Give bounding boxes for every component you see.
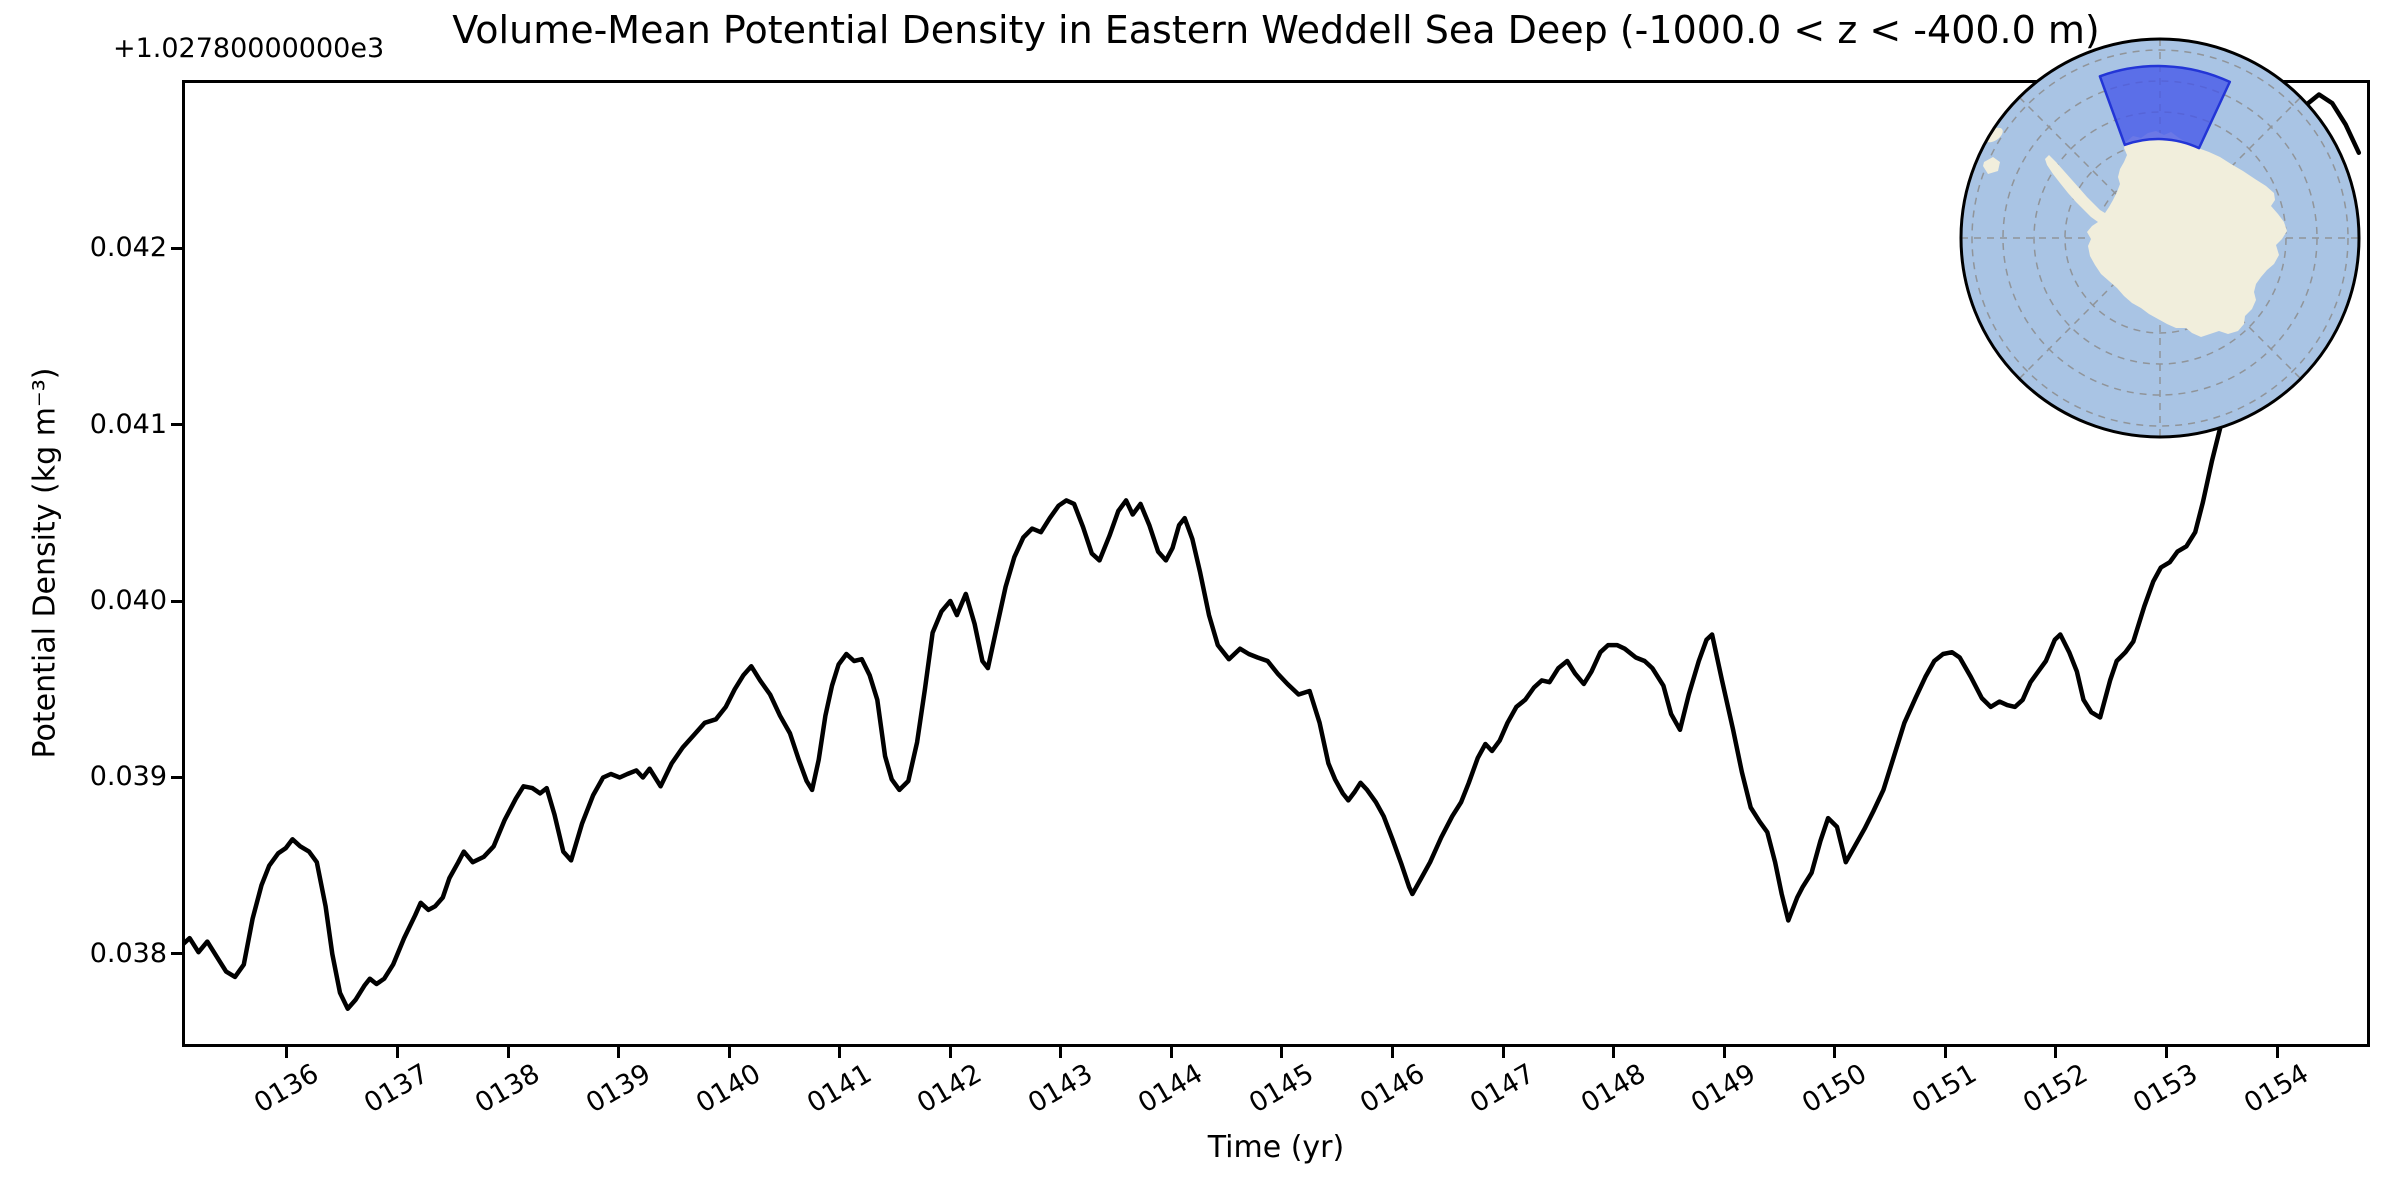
x-tick-mark — [1391, 1047, 1395, 1058]
antarctica-inset-map — [1959, 37, 2361, 439]
chart-title: Volume-Mean Potential Density in Eastern… — [452, 8, 2100, 52]
x-tick-mark — [395, 1047, 399, 1058]
map-islet — [2112, 214, 2118, 220]
x-tick-mark — [1833, 1047, 1837, 1058]
x-tick-mark — [1059, 1047, 1063, 1058]
x-tick-mark — [1280, 1047, 1284, 1058]
axes-frame — [182, 80, 2370, 1047]
y-tick-mark — [171, 423, 182, 426]
x-tick-mark — [1612, 1047, 1616, 1058]
x-tick-mark — [727, 1047, 731, 1058]
x-tick-mark — [1169, 1047, 1173, 1058]
x-tick-mark — [506, 1047, 510, 1058]
x-tick-mark — [285, 1047, 289, 1058]
x-tick-mark — [2275, 1047, 2279, 1058]
map-antarctica-land — [1983, 127, 2287, 337]
y-tick-label: 0.040 — [89, 585, 167, 616]
y-tick-mark — [171, 599, 182, 603]
map-islet — [2120, 210, 2124, 214]
map-island — [1985, 127, 2003, 143]
y-tick-mark — [171, 246, 182, 250]
y-tick-label: 0.038 — [89, 937, 167, 969]
y-tick-mark — [171, 952, 182, 956]
x-tick-mark — [838, 1047, 842, 1058]
x-tick-mark — [2164, 1047, 2168, 1058]
x-tick-mark — [948, 1047, 952, 1058]
y-tick-label: 0.039 — [89, 761, 167, 793]
map-outline — [1959, 37, 2361, 439]
y-tick-label: 0.041 — [89, 408, 167, 440]
density-line-series — [182, 92, 2362, 1011]
x-tick-mark — [1722, 1047, 1726, 1058]
x-tick-mark — [1501, 1047, 1505, 1058]
y-axis-offset-text: +1.02780000000e3 — [113, 33, 385, 64]
map-island — [1983, 157, 2000, 174]
x-axis-label: Time (yr) — [1207, 1130, 1345, 1165]
y-tick-mark — [171, 775, 182, 779]
map-highlight-region-wedge — [2098, 64, 2232, 150]
x-tick-mark — [617, 1047, 621, 1058]
x-tick-mark — [1943, 1047, 1947, 1058]
y-tick-label: 0.042 — [89, 232, 167, 264]
x-tick-mark — [2054, 1047, 2058, 1058]
